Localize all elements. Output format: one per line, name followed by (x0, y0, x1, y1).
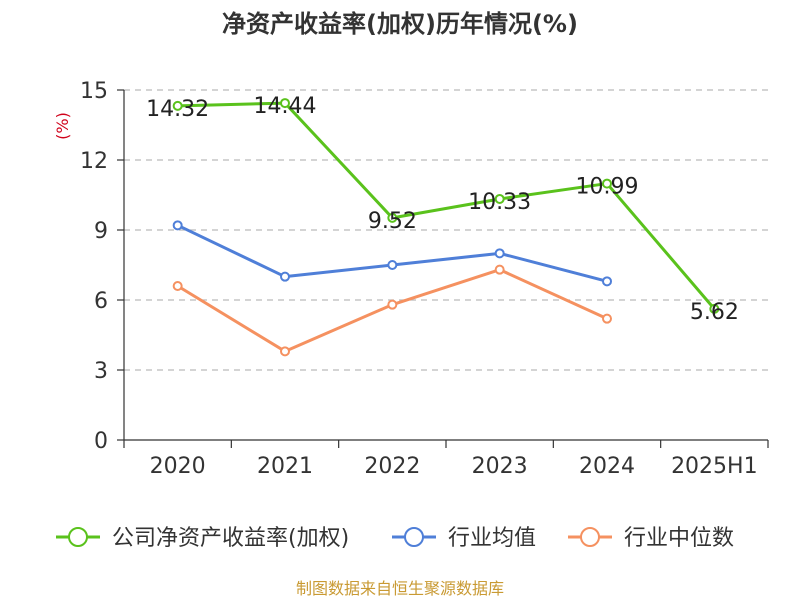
data-point (280, 271, 290, 282)
data-point (602, 178, 612, 189)
legend-item[interactable]: 公司净资产收益率(加权) (56, 526, 349, 551)
data-point (387, 212, 398, 223)
x-tick-label: 2021 (257, 454, 313, 479)
data-point (172, 281, 183, 291)
data-point (602, 313, 612, 324)
series-line (177, 101, 716, 310)
data-point (602, 276, 612, 287)
x-tick-label: 2022 (364, 454, 420, 479)
y-axis-label: (%) (53, 112, 72, 140)
x-tick-label: 2025H1 (671, 454, 758, 479)
data-labels: 14.32 14.44 9.52 10.33 10.99 5.62 (146, 94, 739, 325)
y-tick-label: 9 (94, 219, 108, 244)
data-point (280, 98, 290, 109)
axes: 0 3 6 9 12 15 2020 2021 2022 2023 2024 2025H1 (80, 79, 769, 479)
data-label: 5.62 (690, 300, 739, 325)
data-label: 14.32 (146, 97, 209, 122)
source-note: 制图数据来自恒生聚源数据库 (296, 579, 504, 598)
data-point (387, 299, 398, 310)
legend-marker-icon (68, 527, 88, 547)
y-tick-label: 6 (94, 289, 108, 314)
data-label: 10.99 (576, 175, 639, 200)
y-tick-label: 3 (94, 359, 108, 384)
data-label: 14.44 (254, 94, 317, 119)
data-label: 10.33 (468, 190, 531, 215)
x-tick-label: 2020 (150, 454, 206, 479)
x-tick-label: 2024 (579, 454, 635, 479)
data-point (494, 264, 505, 275)
series-lines (172, 98, 720, 357)
chart-title: 净资产收益率(加权)历年情况(%) (222, 10, 578, 38)
data-point (494, 193, 505, 204)
legend-label: 公司净资产收益率(加权) (112, 526, 349, 551)
data-point (172, 220, 183, 231)
y-tick-label: 12 (80, 149, 108, 174)
data-label: 9.52 (368, 209, 417, 234)
data-point (387, 260, 398, 270)
x-tick-label: 2023 (472, 454, 528, 479)
data-point (709, 303, 720, 314)
grid-lines (124, 89, 768, 371)
legend-marker-icon (404, 527, 424, 547)
data-point (494, 248, 505, 259)
data-point (280, 346, 290, 357)
data-point (172, 100, 183, 111)
legend-label: 行业均值 (448, 526, 536, 551)
series-line (176, 268, 608, 353)
legend-item[interactable]: 行业均值 (392, 526, 536, 551)
y-tick-label: 15 (80, 79, 108, 104)
legend-marker-icon (580, 527, 600, 547)
legend[interactable]: 公司净资产收益率(加权) 行业均值 行业中位数 (56, 526, 734, 551)
y-tick-label: 0 (94, 429, 108, 454)
legend-item[interactable]: 行业中位数 (568, 526, 734, 551)
legend-label: 行业中位数 (624, 526, 734, 551)
